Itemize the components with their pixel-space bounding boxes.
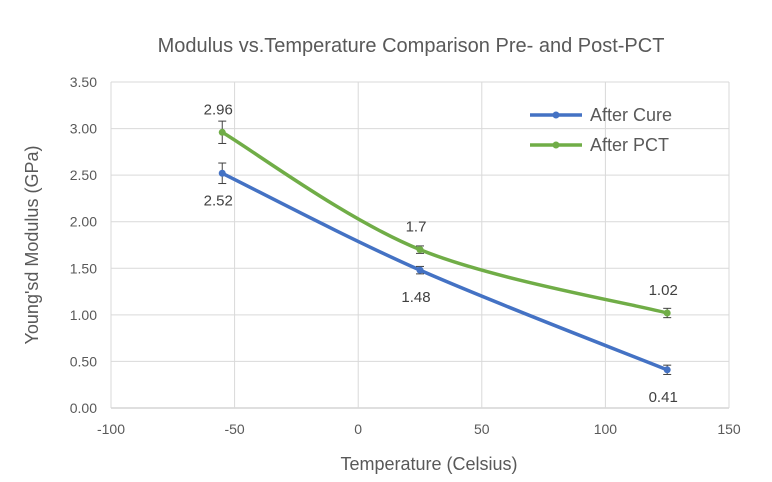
y-tick-label: 2.00 [70, 214, 97, 230]
legend-label: After PCT [590, 135, 669, 155]
x-axis-title: Temperature (Celsius) [340, 454, 517, 474]
series-lines [220, 130, 669, 372]
legend-label: After Cure [590, 105, 672, 125]
y-tick-label: 0.00 [70, 400, 97, 416]
gridlines [110, 81, 730, 409]
chart-title: Modulus vs.Temperature Comparison Pre- a… [158, 35, 665, 57]
y-tick-label: 3.50 [70, 74, 97, 90]
data-labels: 2.52 1.48 0.41 2.96 1.7 1.02 [204, 101, 678, 406]
series-line-after-cure [220, 171, 669, 372]
legend-swatch-marker [552, 141, 560, 149]
data-label-after-cure: 2.52 [204, 192, 233, 209]
legend-item-after-cure: After Cure [530, 105, 672, 125]
data-point-after-pct [218, 128, 226, 136]
x-tick-label: 0 [354, 421, 362, 437]
data-point-after-cure [218, 169, 226, 177]
y-tick-label: 1.00 [70, 307, 97, 323]
y-tick-label: 3.00 [70, 121, 97, 137]
x-tick-label: -50 [224, 421, 244, 437]
data-point-after-pct [663, 309, 671, 317]
axis-ticks: 0.00 0.50 1.00 1.50 2.00 2.50 3.00 3.50 -100 -50 0… [70, 74, 741, 437]
y-tick-label: 1.50 [70, 260, 97, 276]
error-bars [218, 120, 672, 375]
y-axis-title: Young'sd Modulus (GPa) [22, 146, 42, 345]
data-points [218, 128, 671, 374]
data-label-after-cure: 0.41 [649, 389, 678, 406]
y-tick-label: 2.50 [70, 167, 97, 183]
legend-item-after-pct: After PCT [530, 135, 669, 155]
data-point-after-cure [663, 366, 671, 374]
x-tick-label: 150 [717, 421, 741, 437]
x-tick-label: 100 [594, 421, 618, 437]
x-tick-label: -100 [97, 421, 125, 437]
legend: After Cure After PCT [530, 105, 672, 155]
data-point-after-pct [416, 246, 424, 254]
data-label-after-cure: 1.48 [401, 289, 430, 306]
legend-swatch-marker [552, 111, 560, 119]
y-tick-label: 0.50 [70, 353, 97, 369]
data-point-after-cure [416, 266, 424, 274]
data-label-after-pct: 1.02 [649, 282, 678, 299]
data-label-after-pct: 1.7 [406, 219, 427, 236]
data-label-after-pct: 2.96 [204, 101, 233, 118]
x-tick-label: 50 [474, 421, 490, 437]
series-line-after-pct [220, 130, 669, 315]
